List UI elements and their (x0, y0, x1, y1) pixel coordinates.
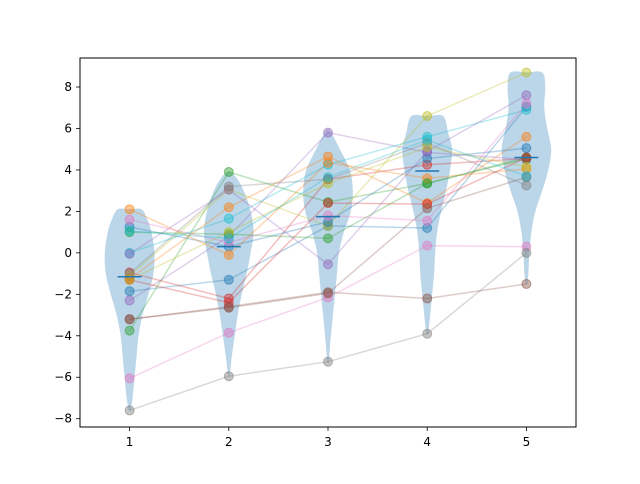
data-point-s1-x2 (223, 274, 234, 285)
data-point-s12-x4 (422, 173, 433, 184)
data-point-s8-x5 (521, 247, 532, 258)
data-point-s9-x5 (521, 67, 532, 78)
y-tick-label-0: 0 (64, 246, 72, 260)
data-point-s5-x1 (124, 295, 135, 306)
data-point-s17-x3 (323, 210, 333, 221)
x-tick-label-4: 4 (423, 435, 431, 449)
data-point-s11-x5 (521, 143, 532, 154)
data-point-s7-x2 (223, 327, 234, 338)
y-tick-label-8: 8 (64, 80, 72, 94)
data-point-s5-x3 (323, 127, 333, 138)
data-point-s2-x5 (521, 131, 532, 142)
y-tick-label--6: −6 (54, 370, 72, 384)
data-point-s8-x2 (223, 371, 234, 382)
data-point-s16-x4 (422, 203, 433, 214)
y-tick-label-4: 4 (64, 163, 72, 177)
data-point-s15-x1 (124, 248, 135, 259)
medians-layer (117, 156, 539, 278)
data-point-s20-x1 (124, 226, 135, 237)
data-point-s2-x2 (223, 202, 234, 213)
data-point-s15-x3 (323, 259, 333, 270)
violin-1 (104, 208, 155, 412)
data-point-s8-x1 (124, 405, 135, 416)
x-tick-label-1: 1 (126, 435, 134, 449)
series-line-5 (129, 131, 527, 302)
data-point-s18-x5 (521, 180, 532, 191)
data-point-s19-x1 (124, 274, 135, 285)
data-point-s8-x3 (323, 356, 333, 367)
data-point-s12-x1 (124, 204, 135, 215)
data-point-s17-x5 (521, 98, 532, 109)
data-point-s12-x3 (323, 157, 333, 168)
data-point-s6-x4 (422, 293, 433, 304)
data-point-s20-x2 (223, 233, 234, 244)
points-layer (124, 67, 532, 416)
y-tick-label-6: 6 (64, 121, 72, 135)
violin-3 (303, 129, 353, 364)
data-point-s13-x4 (422, 178, 433, 189)
series-line-14 (129, 156, 527, 304)
data-point-s18-x2 (223, 181, 234, 192)
data-point-s20-x4 (422, 134, 433, 145)
series-line-3 (128, 156, 527, 331)
data-point-s14-x2 (223, 297, 234, 308)
data-point-s10-x2 (223, 213, 234, 224)
data-point-s15-x5 (521, 90, 532, 101)
y-tick-label-2: 2 (64, 204, 72, 218)
data-point-s3-x1 (124, 325, 135, 336)
data-point-s3-x2 (223, 167, 234, 178)
data-point-s7-x1 (124, 373, 135, 384)
x-axis: 1 2 3 4 5 (126, 427, 530, 449)
series-line-12 (129, 161, 527, 256)
data-point-s20-x3 (323, 172, 333, 183)
series-line-6 (129, 283, 527, 320)
violin-2 (204, 171, 254, 377)
series-line-10 (129, 109, 527, 254)
data-point-s6-x5 (521, 278, 532, 289)
series-line-13 (129, 157, 527, 240)
data-point-s17-x1 (124, 214, 135, 225)
data-point-s1-x5 (521, 101, 532, 112)
data-point-s19-x5 (521, 161, 532, 172)
data-point-s1-x4 (422, 222, 433, 233)
data-point-s14-x3 (323, 198, 333, 209)
x-tick-label-2: 2 (225, 435, 233, 449)
data-point-s13-x3 (323, 233, 333, 244)
series-line-17 (129, 103, 527, 244)
series-line-20 (129, 139, 527, 240)
x-tick-label-5: 5 (523, 435, 531, 449)
data-point-s17-x4 (422, 215, 433, 226)
y-axis: −8 −6 −4 −2 0 2 4 6 8 (54, 80, 80, 426)
data-point-s15-x2 (223, 184, 234, 195)
series-line-2 (129, 136, 527, 280)
y-tick-label--4: −4 (54, 329, 72, 343)
violin-5 (501, 71, 552, 285)
y-tick-label--2: −2 (54, 287, 72, 301)
y-tick-label--8: −8 (54, 412, 72, 426)
data-point-s1-x1 (124, 286, 135, 297)
data-point-s19-x4 (422, 142, 433, 153)
series-line-8 (129, 252, 527, 412)
series-line-15 (129, 94, 527, 266)
data-point-s16-x1 (124, 314, 135, 325)
data-point-s8-x4 (422, 328, 433, 339)
data-point-s16-x3 (323, 288, 333, 299)
data-point-s16-x2 (223, 302, 234, 313)
data-point-s9-x4 (422, 111, 433, 122)
x-tick-label-3: 3 (324, 435, 332, 449)
data-point-s12-x2 (223, 249, 234, 260)
data-point-s11-x4 (422, 153, 433, 164)
data-point-s20-x5 (521, 171, 532, 182)
data-point-s7-x4 (422, 240, 433, 251)
